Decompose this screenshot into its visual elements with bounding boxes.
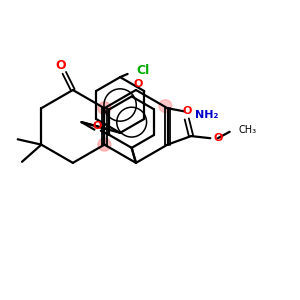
Text: CH₃: CH₃ [238,124,256,135]
Text: Cl: Cl [136,64,149,77]
Text: O: O [182,106,191,116]
Text: O: O [56,59,66,72]
Text: O: O [93,122,102,131]
Circle shape [98,138,111,151]
Text: O: O [134,79,143,88]
Circle shape [159,100,172,112]
Text: NH₂: NH₂ [195,110,219,120]
Circle shape [98,102,111,115]
Text: O: O [214,133,223,143]
